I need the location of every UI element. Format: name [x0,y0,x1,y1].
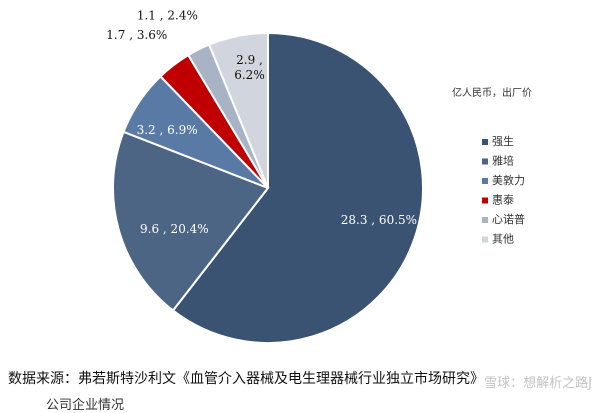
slice-label-1: 9.6 , 20.4% [140,222,209,236]
legend-swatch-4 [482,217,488,223]
pie-chart: 28.3 , 60.5% 9.6 , 20.4% 3.2 , 6.9% 1.7 , 3… [106,8,532,344]
pie-slice-5 [207,31,269,189]
legend-label-2: 美敦力 [492,173,525,187]
legend-swatch-2 [482,178,488,184]
legend-swatch-5 [482,236,488,243]
slice-label-0: 28.3 , 60.5% [341,213,417,227]
slice-label-5: 2.9 , 6.2% [234,53,265,82]
unit-note: 亿人民币，出厂价 [452,86,532,99]
legend-swatch-3 [482,197,488,204]
slice-labels: 28.3 , 60.5% 9.6 , 20.4% 3.2 , 6.9% 1.7 , 3… [106,8,417,236]
legend-label-5: 其他 [492,233,514,246]
pie-slice-1 [112,130,270,312]
watermark: 雪球：想解析之路J [484,376,592,391]
legend-swatch-1 [482,158,488,165]
legend-label-4: 心诺普 [492,212,525,226]
legend-label-0: 强生 [492,134,514,148]
slice-label-4: 1.1 , 2.4% [137,8,198,22]
slice-label-2: 3.2 , 6.9% [137,123,198,137]
pie-slice-0 [171,31,424,344]
legend-label-3: 惠泰 [492,193,514,207]
legend-swatch-0 [482,139,488,145]
pie-slices [112,31,424,344]
slice-label-3: 1.7 , 3.6% [106,28,167,42]
legend-label-1: 雅培 [492,154,514,168]
source-note: 数据来源：弗若斯特沙利文《血管介入器械及电生理器械行业独立市场研究》 [8,371,484,387]
footer-text: 公司企业情况 [46,398,125,413]
